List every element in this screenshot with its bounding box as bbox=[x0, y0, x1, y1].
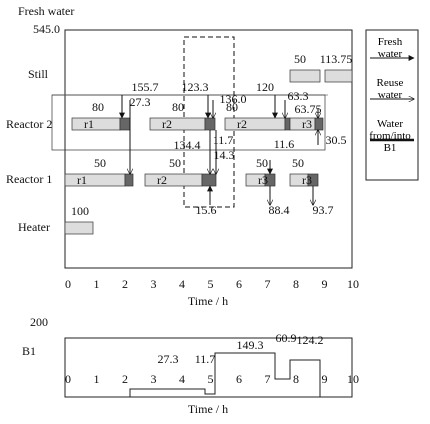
task-bar bbox=[324, 69, 353, 83]
task-name: r1 bbox=[84, 117, 94, 131]
task-end bbox=[119, 117, 131, 131]
x-tick-label: 7 bbox=[265, 372, 271, 386]
flow-label: 27.3 bbox=[130, 95, 151, 109]
flow-label: 11.7 bbox=[213, 133, 234, 147]
flow-label: 88.4 bbox=[269, 203, 290, 217]
task-amount: 80 bbox=[92, 100, 104, 114]
x-tick-label: 8 bbox=[293, 277, 299, 291]
x-tick-label: 10 bbox=[347, 277, 359, 291]
task-name: r3 bbox=[302, 117, 312, 131]
plot-frame bbox=[64, 29, 353, 269]
flow-label: 155.7 bbox=[132, 80, 159, 94]
b1-level-line bbox=[65, 352, 352, 398]
x-tick-label: 2 bbox=[122, 372, 128, 386]
b1-level-label: 124.2 bbox=[297, 333, 324, 347]
task-amount: 113.75 bbox=[320, 52, 353, 66]
axis-title: Time / h bbox=[188, 294, 228, 308]
reactor2-frame bbox=[51, 94, 326, 151]
task-name: r2 bbox=[237, 117, 247, 131]
task-amount: 50 bbox=[292, 156, 304, 170]
task-name: r3 bbox=[302, 173, 312, 187]
flow-label: 15.6 bbox=[196, 203, 217, 217]
task-amount: 80 bbox=[226, 100, 238, 114]
x-tick-label: 10 bbox=[347, 372, 359, 386]
x-tick-label: 5 bbox=[208, 277, 214, 291]
x-tick-label: 2 bbox=[122, 277, 128, 291]
x-tick-label: 4 bbox=[179, 372, 185, 386]
row-label: B1 bbox=[22, 344, 36, 358]
task-bar bbox=[144, 173, 203, 187]
task-bar bbox=[149, 117, 206, 131]
x-tick-label: 3 bbox=[151, 372, 157, 386]
axis-title: Time / h bbox=[188, 402, 228, 416]
flow-label: 63.3 bbox=[288, 89, 309, 103]
legend-reuse: Reuse water bbox=[376, 77, 404, 101]
flow-label: 30.5 bbox=[326, 133, 347, 147]
row-label: Still bbox=[28, 67, 49, 81]
task-end bbox=[201, 173, 217, 187]
b1-level-label: 149.3 bbox=[237, 338, 264, 352]
b1-level-label: 27.3 bbox=[158, 352, 179, 366]
b1-frame bbox=[64, 337, 353, 398]
flow-label: 63.75 bbox=[295, 102, 322, 116]
legend-fresh: Fresh water bbox=[377, 36, 403, 60]
task-bar bbox=[64, 221, 94, 235]
task-name: r2 bbox=[157, 173, 167, 187]
legend-frame bbox=[365, 29, 419, 181]
row-label: Reactor 1 bbox=[6, 172, 52, 186]
task-amount: 50 bbox=[294, 52, 306, 66]
task-end bbox=[314, 117, 324, 131]
b1-level-label: 11.7 bbox=[195, 352, 216, 366]
task-end bbox=[204, 117, 216, 131]
task-bar bbox=[71, 117, 121, 131]
x-tick-label: 0 bbox=[65, 372, 71, 386]
flow-label: 93.7 bbox=[313, 203, 334, 217]
task-end bbox=[284, 117, 291, 131]
task-amount: 50 bbox=[256, 156, 268, 170]
x-tick-label: 1 bbox=[94, 372, 100, 386]
row-label: Heater bbox=[18, 220, 50, 234]
task-amount: 100 bbox=[71, 204, 89, 218]
task-amount: 80 bbox=[172, 100, 184, 114]
x-tick-label: 0 bbox=[65, 277, 71, 291]
task-bar bbox=[289, 69, 321, 83]
x-tick-label: 6 bbox=[236, 372, 242, 386]
x-tick-label: 9 bbox=[322, 277, 328, 291]
task-bar bbox=[224, 117, 286, 131]
x-tick-label: 9 bbox=[322, 372, 328, 386]
total-label: 545.0 bbox=[33, 22, 60, 36]
x-tick-label: 8 bbox=[293, 372, 299, 386]
task-name: r3 bbox=[258, 173, 268, 187]
x-tick-label: 7 bbox=[265, 277, 271, 291]
task-end bbox=[124, 173, 134, 187]
x-tick-label: 3 bbox=[151, 277, 157, 291]
flow-label: 11.6 bbox=[274, 137, 295, 151]
b1-level-label: 60.9 bbox=[276, 331, 297, 345]
task-name: r1 bbox=[77, 173, 87, 187]
flow-label: 134.4 bbox=[174, 138, 201, 152]
task-name: r2 bbox=[162, 117, 172, 131]
b1-max: 200 bbox=[30, 315, 48, 329]
flow-label: 123.3 bbox=[182, 80, 209, 94]
x-tick-label: 6 bbox=[236, 277, 242, 291]
x-tick-label: 4 bbox=[179, 277, 185, 291]
row-label: Fresh water bbox=[18, 4, 74, 18]
flow-label: 14.3 bbox=[214, 148, 235, 162]
task-amount: 50 bbox=[94, 156, 106, 170]
x-tick-label: 5 bbox=[208, 372, 214, 386]
task-bar bbox=[64, 173, 126, 187]
row-label: Reactor 2 bbox=[6, 117, 52, 131]
flow-label: 120 bbox=[256, 80, 274, 94]
flow-label: 136.0 bbox=[220, 92, 247, 106]
x-tick-label: 1 bbox=[94, 277, 100, 291]
task-amount: 50 bbox=[169, 156, 181, 170]
legend-b1: Water from/into B1 bbox=[369, 118, 411, 154]
